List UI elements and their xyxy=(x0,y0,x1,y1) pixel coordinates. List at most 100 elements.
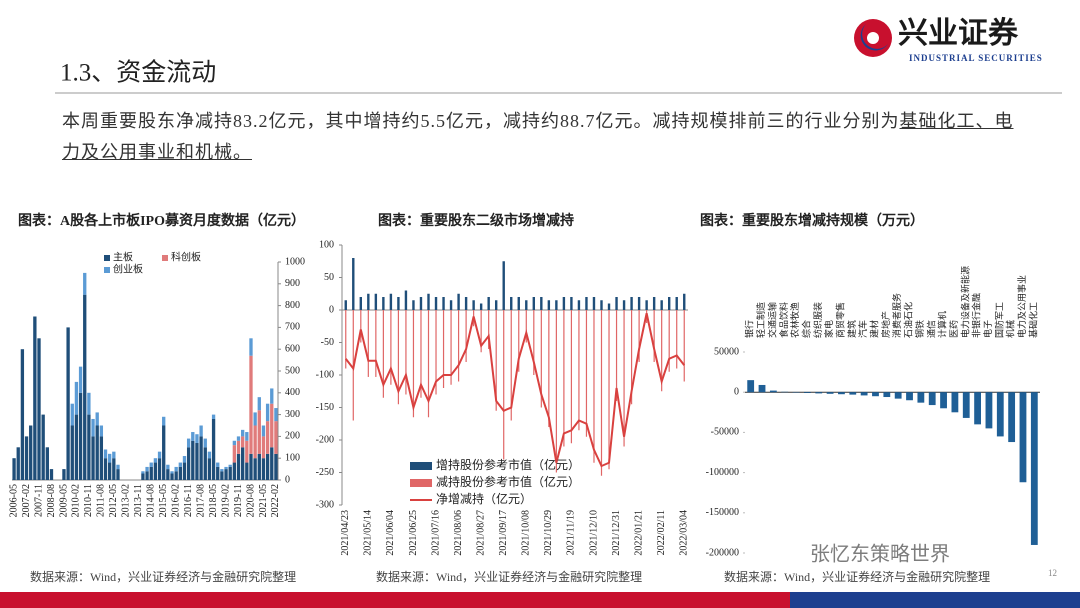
bar-segment xyxy=(145,471,149,480)
bar xyxy=(419,297,423,310)
category-label: 轻工制造 xyxy=(755,302,766,338)
bar xyxy=(405,310,407,395)
x-tick-label: 2022-02 xyxy=(270,484,281,517)
bar xyxy=(928,392,936,406)
bar xyxy=(623,310,625,447)
bar-segment xyxy=(166,464,170,470)
bar xyxy=(532,297,536,310)
bar-segment xyxy=(162,416,166,426)
bar xyxy=(769,390,777,393)
bar xyxy=(660,300,663,310)
x-tick-label: 2020-08 xyxy=(245,484,256,517)
logo-dot xyxy=(867,32,879,44)
bar xyxy=(427,293,430,310)
bar-segment xyxy=(29,425,33,480)
bar xyxy=(488,310,490,349)
y-tick-label: 50000 xyxy=(714,346,739,357)
x-tick-label: 2015-05 xyxy=(158,484,169,517)
category-label: 计算机 xyxy=(937,311,948,338)
bar-segment xyxy=(228,466,232,480)
bar-segment xyxy=(103,458,108,480)
bar-segment xyxy=(157,458,162,480)
bar xyxy=(457,310,460,382)
bar xyxy=(906,392,913,401)
category-label: 机械 xyxy=(1005,320,1016,338)
bar-segment xyxy=(170,471,174,474)
bar xyxy=(815,392,823,394)
bar-segment xyxy=(199,425,203,437)
bar-segment xyxy=(220,469,224,472)
bar-segment xyxy=(207,451,212,459)
legend-swatch xyxy=(410,479,432,487)
bar-segment xyxy=(62,469,66,480)
bar xyxy=(940,392,947,409)
category-label: 建筑 xyxy=(846,320,857,338)
category-label: 汽车 xyxy=(857,320,868,338)
y-tick-label: 600 xyxy=(285,343,300,354)
bar-segment xyxy=(41,414,45,480)
bar xyxy=(397,310,400,405)
bar xyxy=(645,300,648,310)
y-tick-label: -200000 xyxy=(706,547,739,558)
x-tick-label: 2021/08/06 xyxy=(453,510,464,556)
x-tick-label: 2007-11 xyxy=(33,484,44,517)
bar xyxy=(563,310,565,447)
bar-segment xyxy=(83,294,87,480)
y-tick-label: -150000 xyxy=(706,507,739,518)
category-label: 建材 xyxy=(869,320,880,338)
bar-segment xyxy=(99,425,104,437)
bar-segment xyxy=(257,453,261,480)
bar xyxy=(503,310,505,460)
bar xyxy=(585,297,588,310)
bar xyxy=(390,310,392,385)
y-tick-label: -50 xyxy=(321,337,334,348)
x-tick-label: 2007-02 xyxy=(21,484,32,517)
legend-swatch xyxy=(104,255,110,261)
y-tick-label: 1000 xyxy=(285,256,305,267)
bar xyxy=(668,310,670,372)
bar-segment xyxy=(95,412,99,426)
bar-segment xyxy=(211,418,216,480)
y-tick-label: 300 xyxy=(285,409,300,420)
bar-segment xyxy=(174,466,178,472)
bar-segment xyxy=(186,447,191,480)
x-tick-label: 2013-02 xyxy=(121,484,132,517)
bar-segment xyxy=(116,464,120,470)
y-tick-label: 700 xyxy=(285,322,300,333)
bar xyxy=(570,297,573,310)
bar xyxy=(494,300,498,310)
category-label: 交通运输 xyxy=(766,302,777,338)
bar-segment xyxy=(274,453,278,480)
legend-label: 创业板 xyxy=(113,262,143,275)
bar-segment xyxy=(78,392,83,480)
x-tick-label: 2018-05 xyxy=(208,484,219,517)
bar xyxy=(442,297,445,310)
bar-segment xyxy=(236,453,241,480)
bar xyxy=(577,300,581,310)
bar xyxy=(472,300,475,310)
bar-segment xyxy=(178,462,182,467)
logo xyxy=(854,19,892,57)
bar-segment xyxy=(66,327,70,480)
bar-segment xyxy=(265,403,270,422)
bar xyxy=(652,297,656,310)
bar-segment xyxy=(195,434,199,443)
bar xyxy=(382,297,385,310)
bar xyxy=(533,310,535,375)
bar-segment xyxy=(261,436,266,459)
x-tick-label: 2021-05 xyxy=(258,484,269,517)
bar xyxy=(555,310,557,473)
y-tick-label: 500 xyxy=(285,365,300,376)
bar xyxy=(826,392,834,394)
bar xyxy=(974,392,981,425)
x-tick-label: 2019-11 xyxy=(233,484,244,517)
bar xyxy=(592,297,596,310)
category-label: 房地产 xyxy=(880,311,891,338)
x-tick-label: 2022/02/11 xyxy=(656,510,667,555)
bar xyxy=(479,303,483,310)
bar-segment xyxy=(145,466,149,472)
page-number: 12 xyxy=(1048,568,1057,578)
bar-segment xyxy=(45,447,49,480)
bar xyxy=(962,392,970,418)
bar-segment xyxy=(70,403,74,426)
